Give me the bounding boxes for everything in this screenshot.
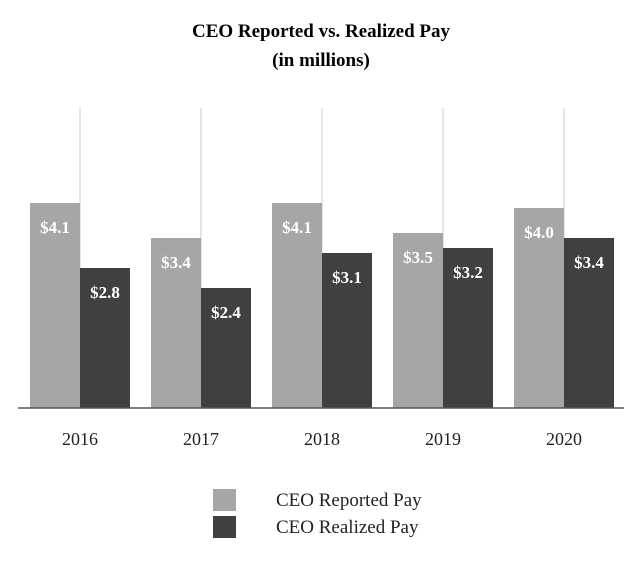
bar-realized-2020 [564,238,614,408]
legend: CEO Reported Pay CEO Realized Pay [213,489,422,538]
data-label-reported-2016: $4.1 [40,218,70,237]
data-label-realized-2018: $3.1 [332,268,362,287]
x-tick-label: 2019 [425,429,461,449]
data-label-realized-2016: $2.8 [90,283,120,302]
bars [30,203,614,408]
x-tick-label: 2017 [183,429,219,449]
data-label-realized-2017: $2.4 [211,303,241,322]
bar-realized-2019 [443,248,493,408]
bar-reported-2020 [514,208,564,408]
bar-reported-2016 [30,203,80,408]
data-label-reported-2020: $4.0 [524,223,554,242]
x-tick-label: 2020 [546,429,582,449]
bar-reported-2019 [393,233,443,408]
bar-realized-2018 [322,253,372,408]
legend-label-realized: CEO Realized Pay [276,517,419,538]
legend-label-reported: CEO Reported Pay [276,490,422,511]
x-axis-ticks: 2016 2017 2018 2019 2020 [62,429,582,449]
bar-realized-2017 [201,288,251,408]
x-tick-label: 2016 [62,429,98,449]
chart-title: CEO Reported vs. Realized Pay [192,21,451,42]
bar-reported-2018 [272,203,322,408]
x-tick-label: 2018 [304,429,340,449]
legend-swatch-reported [213,489,236,511]
chart-subtitle: (in millions) [272,50,370,71]
legend-swatch-realized [213,516,236,538]
data-label-reported-2018: $4.1 [282,218,312,237]
bar-reported-2017 [151,238,201,408]
data-label-reported-2019: $3.5 [403,248,433,267]
bar-realized-2016 [80,268,130,408]
data-labels: $4.1 $2.8 $3.4 $2.4 $4.1 $3.1 $3.5 $3.2 $4.0 $3.4 [40,218,604,322]
data-label-realized-2019: $3.2 [453,263,483,282]
data-label-realized-2020: $3.4 [574,253,604,272]
data-label-reported-2017: $3.4 [161,253,191,272]
